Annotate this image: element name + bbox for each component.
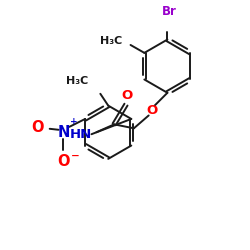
Text: +: + bbox=[70, 117, 78, 126]
Text: H₃C: H₃C bbox=[66, 76, 88, 86]
Text: O: O bbox=[146, 104, 157, 117]
Text: O: O bbox=[121, 89, 132, 102]
Text: N: N bbox=[57, 125, 70, 140]
Text: O: O bbox=[57, 154, 70, 170]
Text: −: − bbox=[71, 150, 80, 160]
Text: H₃C: H₃C bbox=[100, 36, 123, 46]
Text: Br: Br bbox=[162, 5, 177, 18]
Text: HN: HN bbox=[70, 128, 92, 141]
Text: O: O bbox=[31, 120, 44, 135]
